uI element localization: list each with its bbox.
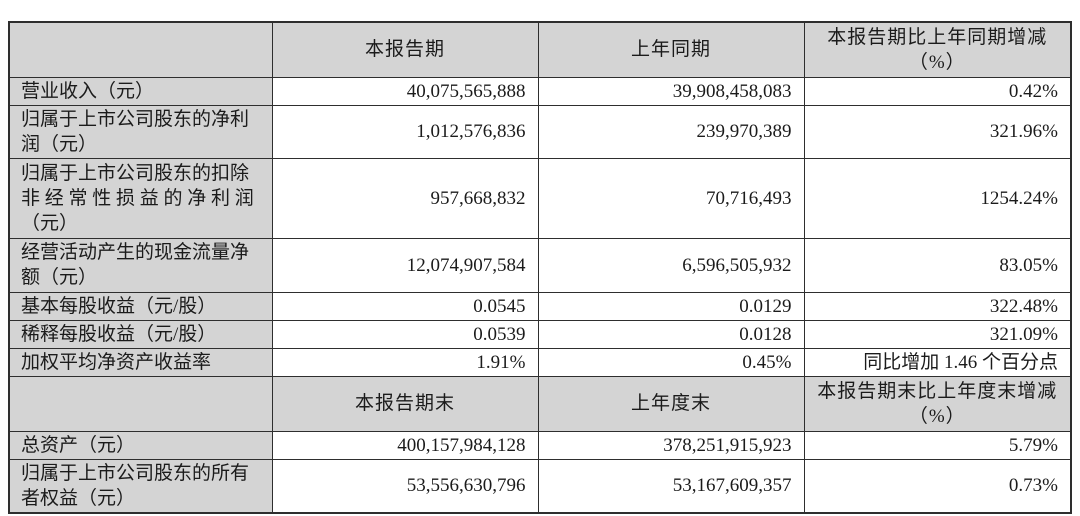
basic-eps-label: 基本每股收益（元/股） — [8, 291, 273, 321]
operating-cash-flow-current: 12,074,907,584 — [271, 237, 539, 293]
basic-eps-prior: 0.0129 — [537, 291, 805, 321]
total-assets-change: 5.79% — [803, 430, 1072, 460]
header-blank-cell — [8, 21, 273, 78]
diluted-eps-prior: 0.0128 — [537, 319, 805, 349]
basic-eps-current: 0.0545 — [271, 291, 539, 321]
diluted-eps-current: 0.0539 — [271, 319, 539, 349]
table-row-basic-eps: 基本每股收益（元/股） 0.0545 0.0129 322.48% — [8, 291, 1072, 321]
header-change-percent: 本报告期比上年同期增减 （%） — [803, 21, 1072, 78]
table-row-net-profit: 归属于上市公司股东的净利 润（元） 1,012,576,836 239,970,… — [8, 104, 1072, 159]
net-profit-prior: 239,970,389 — [537, 104, 805, 159]
header-end-change-percent: 本报告期末比上年度末增减 （%） — [803, 375, 1072, 432]
shareholders-equity-prior: 53,167,609,357 — [537, 458, 805, 513]
shareholders-equity-current: 53,556,630,796 — [271, 458, 539, 513]
operating-cash-flow-prior: 6,596,505,932 — [537, 237, 805, 293]
table-row-diluted-eps: 稀释每股收益（元/股） 0.0539 0.0128 321.09% — [8, 319, 1072, 349]
net-profit-label: 归属于上市公司股东的净利 润（元） — [8, 104, 273, 159]
table-row-net-profit-excl-nonrecurring: 归属于上市公司股东的扣除 非 经 常 性 损 益 的 净 利 润 （元） 957… — [8, 157, 1072, 239]
header-current-period-end: 本报告期末 — [271, 375, 539, 432]
diluted-eps-change: 321.09% — [803, 319, 1072, 349]
revenue-current: 40,075,565,888 — [271, 76, 539, 106]
net-profit-excl-nonrecurring-label: 归属于上市公司股东的扣除 非 经 常 性 损 益 的 净 利 润 （元） — [8, 157, 273, 239]
table-row-total-assets: 总资产（元） 400,157,984,128 378,251,915,923 5… — [8, 430, 1072, 460]
operating-cash-flow-change: 83.05% — [803, 237, 1072, 293]
shareholders-equity-label: 归属于上市公司股东的所有 者权益（元） — [8, 458, 273, 513]
header-blank-cell-2 — [8, 375, 273, 432]
weighted-avg-roe-change: 同比增加 1.46 个百分点 — [803, 347, 1072, 377]
table-row-operating-cash-flow: 经营活动产生的现金流量净 额（元） 12,074,907,584 6,596,5… — [8, 237, 1072, 293]
revenue-change: 0.42% — [803, 76, 1072, 106]
weighted-avg-roe-label: 加权平均净资产收益率 — [8, 347, 273, 377]
weighted-avg-roe-current: 1.91% — [271, 347, 539, 377]
header-prior-period: 上年同期 — [537, 21, 805, 78]
total-assets-current: 400,157,984,128 — [271, 430, 539, 460]
net-profit-excl-nonrecurring-change: 1254.24% — [803, 157, 1072, 239]
table-row-weighted-avg-roe: 加权平均净资产收益率 1.91% 0.45% 同比增加 1.46 个百分点 — [8, 347, 1072, 377]
operating-cash-flow-label: 经营活动产生的现金流量净 额（元） — [8, 237, 273, 293]
total-assets-prior: 378,251,915,923 — [537, 430, 805, 460]
table-row-shareholders-equity: 归属于上市公司股东的所有 者权益（元） 53,556,630,796 53,16… — [8, 458, 1072, 513]
weighted-avg-roe-prior: 0.45% — [537, 347, 805, 377]
period-header-row: 本报告期 上年同期 本报告期比上年同期增减 （%） — [8, 21, 1072, 78]
header-current-period: 本报告期 — [271, 21, 539, 78]
total-assets-label: 总资产（元） — [8, 430, 273, 460]
header-prior-year-end: 上年度末 — [537, 375, 805, 432]
financial-summary-table: 本报告期 上年同期 本报告期比上年同期增减 （%） 营业收入（元） 40,075… — [8, 21, 1072, 514]
diluted-eps-label: 稀释每股收益（元/股） — [8, 319, 273, 349]
net-profit-excl-nonrecurring-prior: 70,716,493 — [537, 157, 805, 239]
revenue-prior: 39,908,458,083 — [537, 76, 805, 106]
revenue-label: 营业收入（元） — [8, 76, 273, 106]
net-profit-current: 1,012,576,836 — [271, 104, 539, 159]
net-profit-change: 321.96% — [803, 104, 1072, 159]
balance-header-row: 本报告期末 上年度末 本报告期末比上年度末增减 （%） — [8, 375, 1072, 432]
basic-eps-change: 322.48% — [803, 291, 1072, 321]
table-row-revenue: 营业收入（元） 40,075,565,888 39,908,458,083 0.… — [8, 76, 1072, 106]
shareholders-equity-change: 0.73% — [803, 458, 1072, 513]
net-profit-excl-nonrecurring-current: 957,668,832 — [271, 157, 539, 239]
